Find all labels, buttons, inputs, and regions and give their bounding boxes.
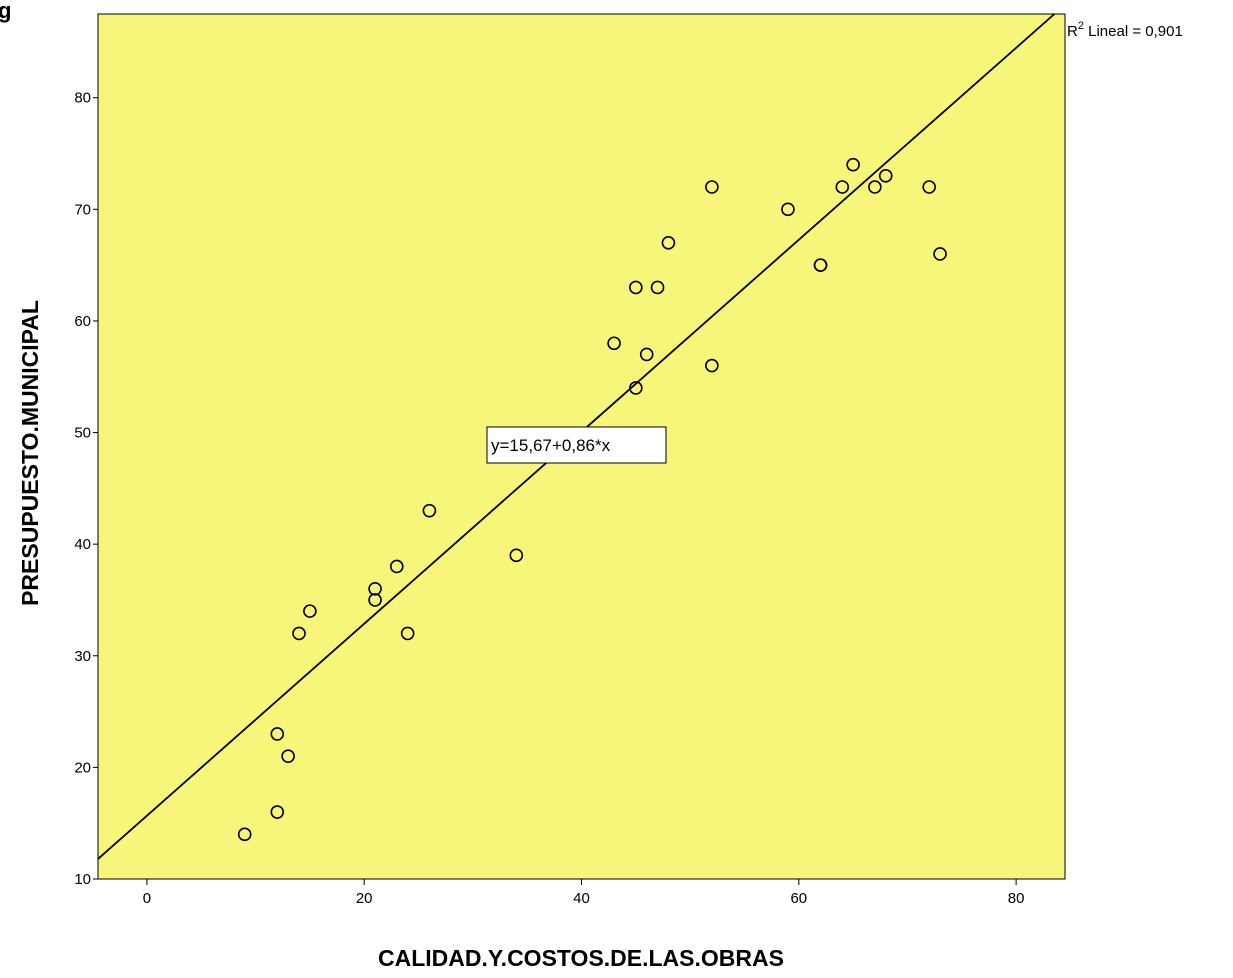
- y-tick-label: 30: [74, 648, 91, 665]
- x-tick-label: 40: [573, 890, 590, 907]
- data-point: [639, 347, 654, 362]
- data-point: [368, 582, 382, 596]
- r2-label: R2 Lineal = 0,901: [1067, 20, 1183, 40]
- data-point: [400, 626, 415, 641]
- data-point: [509, 548, 524, 563]
- y-axis: 10 20 30 40 50 60 70 80: [74, 90, 98, 888]
- x-tick-label: 80: [1008, 890, 1025, 907]
- data-point: [835, 180, 850, 194]
- points-layer: [237, 157, 947, 842]
- data-point: [705, 180, 719, 194]
- data-point: [705, 358, 719, 373]
- data-point: [281, 749, 295, 764]
- y-tick-label: 70: [74, 201, 91, 218]
- data-point: [661, 236, 676, 250]
- data-point: [292, 626, 306, 641]
- data-point: [846, 157, 860, 172]
- data-point: [922, 180, 936, 194]
- data-point: [650, 280, 665, 295]
- x-axis: 0 20 40 60 80: [143, 879, 1025, 907]
- equation-label: y=15,67+0,86*x: [486, 426, 667, 464]
- r2-label-text: Lineal = 0,901: [1084, 23, 1183, 40]
- corner-text: g: [0, 0, 11, 23]
- data-point: [868, 180, 882, 194]
- y-tick-label: 80: [74, 90, 91, 107]
- data-point: [389, 559, 404, 574]
- y-tick-label: 20: [74, 759, 91, 776]
- data-point: [607, 336, 621, 351]
- data-point: [237, 827, 252, 842]
- data-point: [303, 604, 317, 618]
- equation-label-text: y=15,67+0,86*x: [491, 436, 611, 455]
- x-axis-title: CALIDAD.Y.COSTOS.DE.LAS.OBRAS: [378, 945, 784, 971]
- y-axis-title: PRESUPUESTO.MUNICIPAL: [17, 300, 43, 606]
- data-point: [781, 202, 795, 217]
- y-tick-label: 50: [74, 425, 91, 442]
- data-point: [629, 381, 643, 395]
- equation-label-box: [486, 426, 667, 464]
- data-point: [629, 280, 643, 295]
- data-point: [933, 247, 947, 261]
- y-tick-label: 60: [74, 313, 91, 330]
- x-tick-label: 60: [790, 890, 807, 907]
- y-tick-label: 10: [74, 871, 91, 888]
- x-tick-label: 20: [356, 890, 373, 907]
- data-point: [368, 593, 382, 607]
- data-point: [878, 169, 893, 183]
- data-point: [270, 727, 285, 741]
- x-tick-label: 0: [143, 890, 151, 907]
- y-tick-label: 40: [74, 536, 91, 553]
- r2-label-superscript: 2: [1078, 20, 1084, 32]
- data-point: [270, 805, 285, 819]
- data-point: [813, 258, 828, 272]
- r2-label-prefix: R: [1067, 23, 1078, 40]
- data-point: [422, 503, 437, 518]
